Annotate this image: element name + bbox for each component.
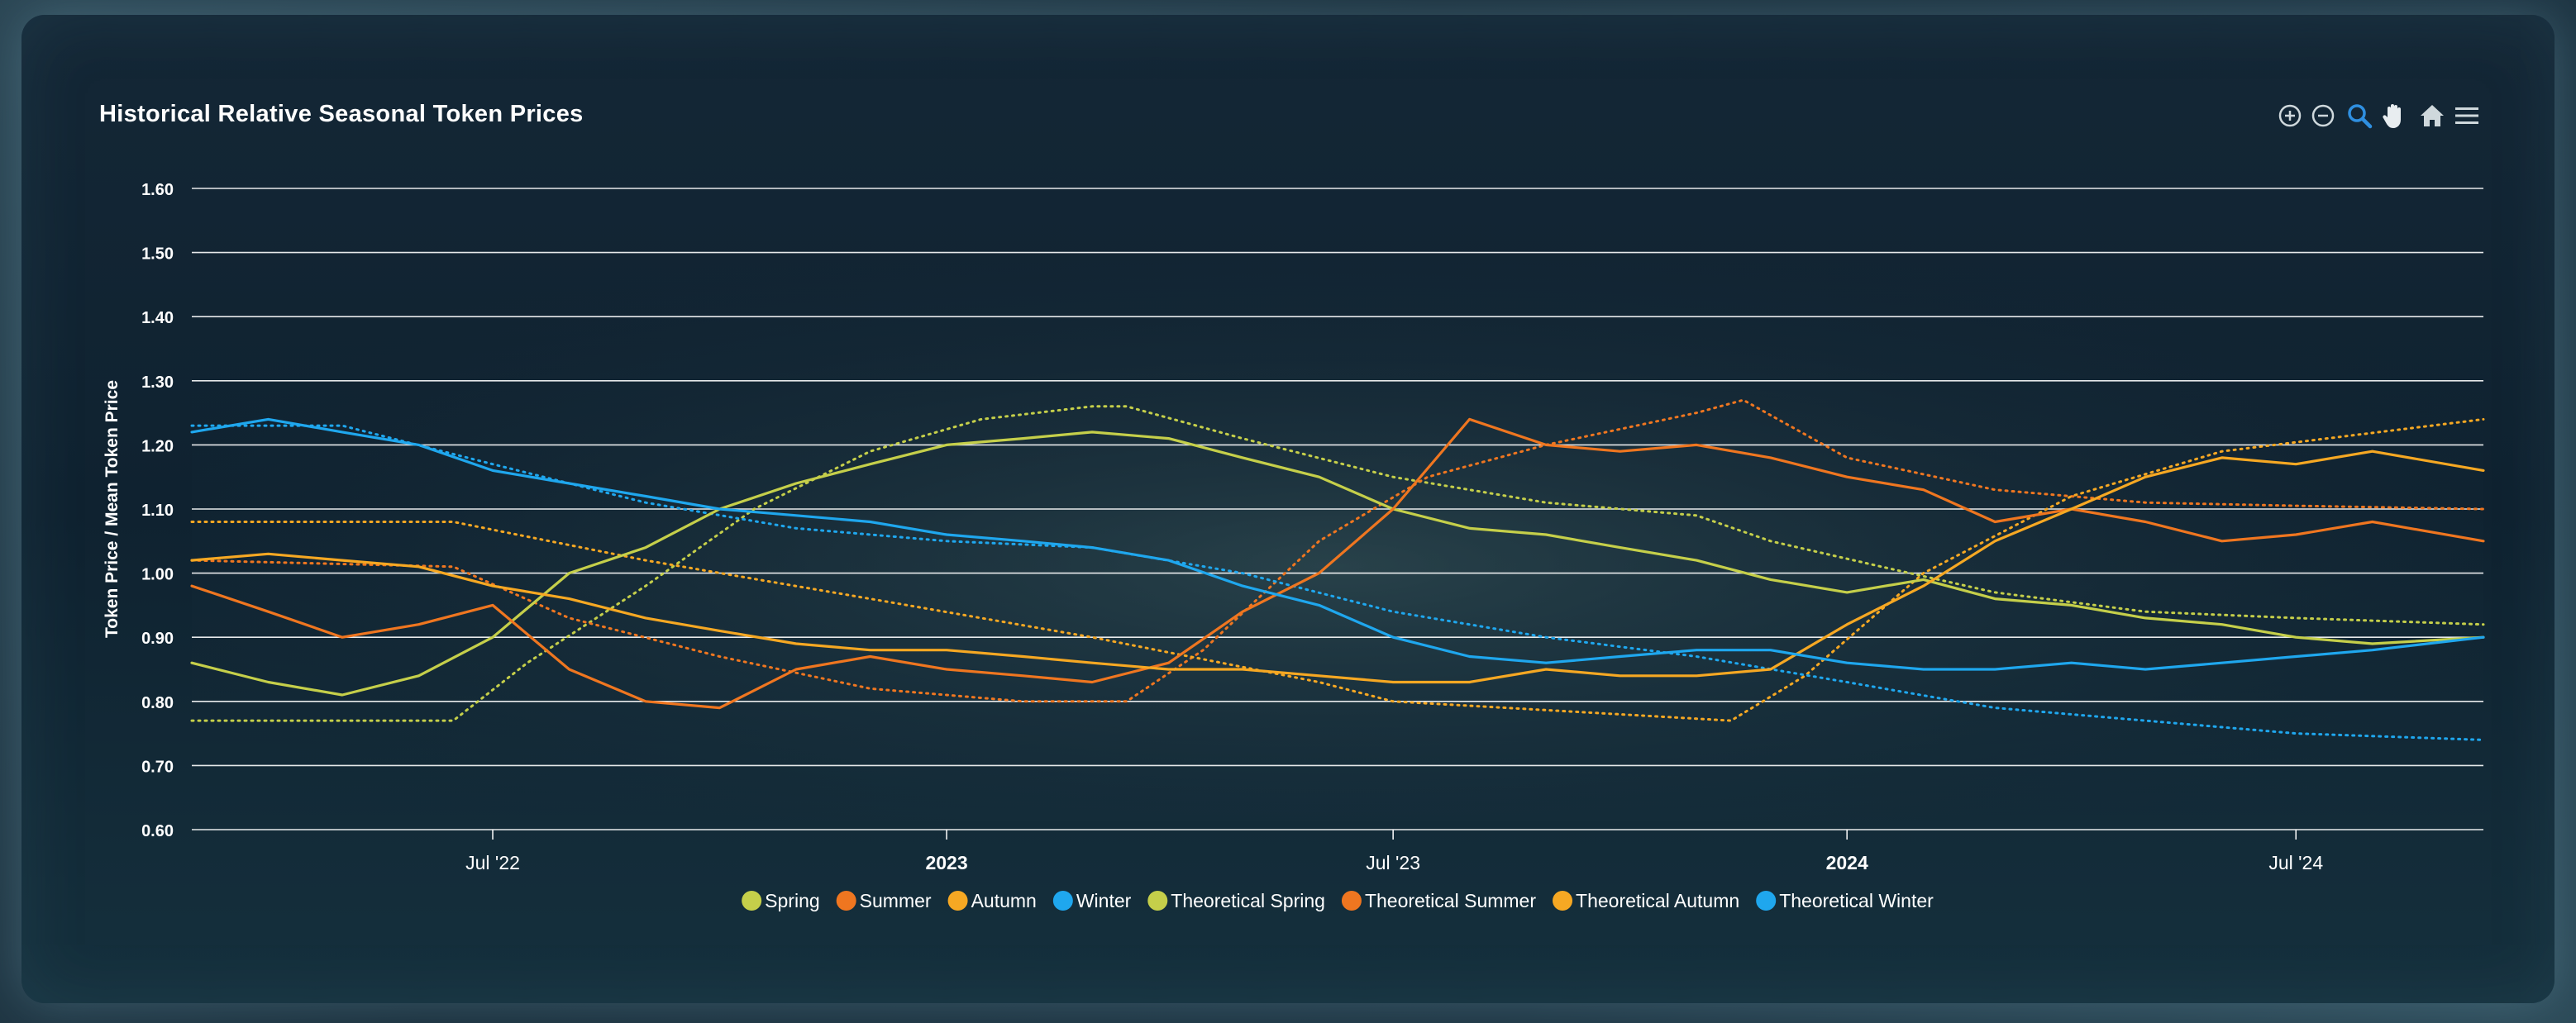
legend-marker-theoretical-winter[interactable]	[1756, 891, 1777, 911]
y-tick-label: 0.60	[141, 822, 174, 840]
legend-marker-autumn[interactable]	[947, 891, 968, 911]
plot-area	[192, 255, 2483, 821]
legend-marker-theoretical-autumn[interactable]	[1553, 891, 1573, 911]
series-line-autumn[interactable]	[190, 450, 2485, 684]
legend-item-theoretical-summer[interactable]: Theoretical Summer	[1365, 890, 1536, 911]
x-tick-label: Jul '24	[2268, 852, 2323, 873]
y-tick-label: 0.90	[141, 630, 174, 648]
legend-marker-theoretical-spring[interactable]	[1147, 891, 1168, 911]
legend-marker-spring[interactable]	[742, 891, 762, 911]
pan-hand-icon[interactable]	[2379, 101, 2409, 131]
legend-marker-theoretical-summer[interactable]	[1341, 891, 1362, 911]
legend-item-theoretical-winter[interactable]: Theoretical Winter	[1779, 890, 1934, 911]
menu-icon[interactable]	[2452, 101, 2482, 131]
y-tick-label: 1.30	[141, 374, 174, 392]
x-tick-label: 2024	[1826, 852, 1868, 873]
reset-home-icon[interactable]	[2417, 101, 2447, 131]
series-line-theoretical-autumn[interactable]	[190, 417, 2485, 722]
series-line-theoretical-spring[interactable]	[190, 405, 2485, 722]
y-axis-title: Token Price / Mean Token Price	[103, 380, 122, 638]
selection-zoom-icon[interactable]	[2345, 101, 2374, 131]
y-tick-label: 1.60	[141, 181, 174, 199]
x-tick-label: Jul '23	[1366, 852, 1420, 873]
y-tick-label: 1.00	[141, 566, 174, 584]
x-tick-label: Jul '22	[465, 852, 520, 873]
y-tick-label: 1.40	[141, 309, 174, 327]
series-line-spring[interactable]	[190, 431, 2485, 697]
legend-item-theoretical-autumn[interactable]: Theoretical Autumn	[1576, 890, 1739, 911]
legend-marker-summer[interactable]	[836, 891, 856, 911]
y-tick-label: 1.50	[141, 245, 174, 264]
chart-title: Historical Relative Seasonal Token Price…	[99, 101, 584, 127]
legend-item-winter[interactable]: Winter	[1076, 890, 1132, 911]
y-tick-label: 0.80	[141, 694, 174, 712]
zoom-in-icon[interactable]	[2275, 101, 2305, 131]
legend-item-autumn[interactable]: Autumn	[971, 890, 1037, 911]
legend-marker-winter[interactable]	[1052, 891, 1073, 911]
y-tick-label: 0.70	[141, 758, 174, 776]
y-tick-label: 1.20	[141, 437, 174, 455]
series-line-winter[interactable]	[190, 417, 2485, 671]
x-tick-label: 2023	[925, 852, 967, 873]
series-line-theoretical-summer[interactable]	[190, 398, 2485, 703]
legend-item-summer[interactable]: Summer	[860, 890, 932, 911]
zoom-out-icon[interactable]	[2308, 101, 2338, 131]
y-tick-label: 1.10	[141, 502, 174, 520]
legend-item-spring[interactable]: Spring	[765, 890, 819, 911]
legend-item-theoretical-spring[interactable]: Theoretical Spring	[1171, 890, 1325, 911]
